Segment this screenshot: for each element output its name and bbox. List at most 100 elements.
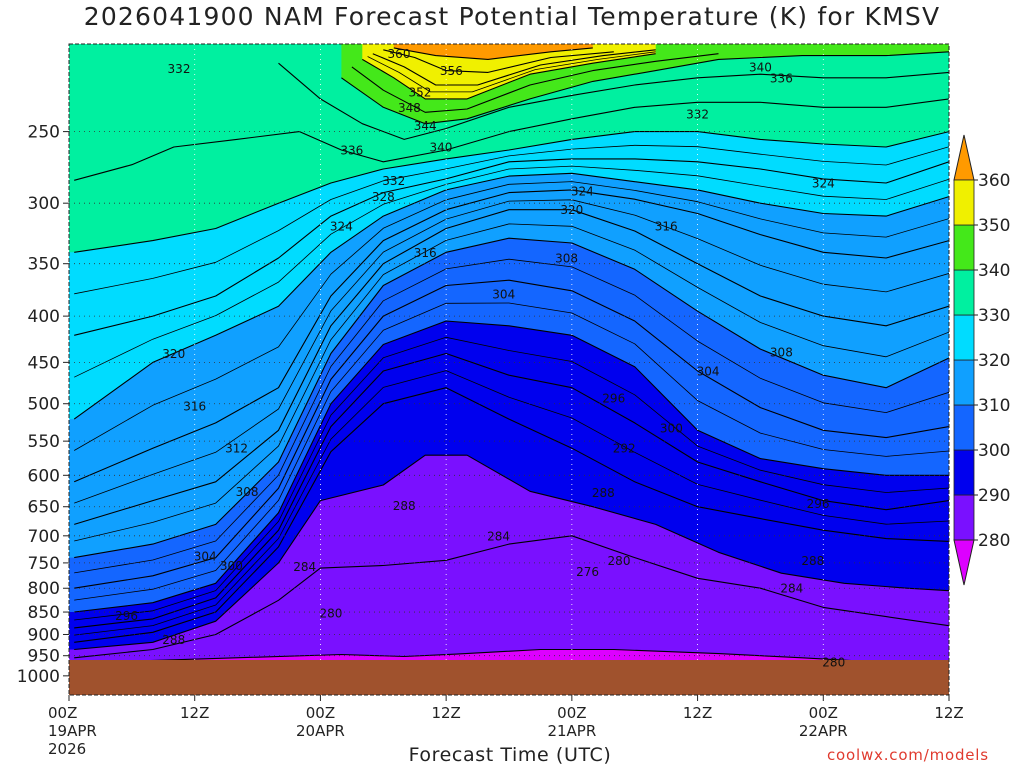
contour-label-308: 308 [770,345,793,359]
x-tick-label-0: 00Z [48,704,77,722]
contour-label-308: 308 [236,485,259,499]
y-tick-label-800: 800 [28,579,60,599]
colorbar-bin-310 [953,359,975,406]
isentrope-294 [74,370,949,636]
contour-label-320: 320 [162,347,185,361]
contour-label-336: 336 [770,71,793,85]
isentrope-316 [73,189,949,483]
contour-label-324: 324 [571,185,594,199]
contour-label-304: 304 [492,287,515,301]
colorbar-label-340: 340 [978,261,1010,281]
contour-label-328: 328 [372,190,395,204]
isentrope-302 [74,302,949,601]
contour-label-316: 316 [414,246,437,260]
contour-label-348: 348 [398,101,421,115]
y-tick-label-250: 250 [28,123,60,143]
contour-label-352: 352 [408,85,431,99]
y-tick-label-550: 550 [28,432,60,452]
colorbar-label-330: 330 [978,306,1010,326]
y-tick-label-350: 350 [28,255,60,275]
isentrope-310 [74,223,949,542]
colorbar: 280 290 300 310 320 330 340 350 360 [953,134,1010,586]
colorbar-label-300: 300 [978,441,1010,461]
x-tick-label-60: 12Z [683,704,712,722]
contour-label-292: 292 [613,442,636,456]
contour-label-288: 288 [592,486,615,500]
isentrope-344 [351,53,719,113]
contour-label-344: 344 [414,119,437,133]
x-tick-date-48: 21APR [547,722,596,740]
isentrope-312 [74,209,949,525]
isentrope-314 [74,199,949,504]
isentrope-328 [74,131,949,253]
y-tick-label-500: 500 [28,395,60,415]
contour-label-316: 316 [183,400,206,414]
y-tick-label-900: 900 [28,625,60,645]
x-tick-label-84: 12Z [934,704,963,722]
contour-label-332: 332 [686,107,709,121]
isentrope-324 [74,158,949,336]
isentrope-320 [73,172,949,420]
contour-label-280: 280 [319,606,342,620]
credit-link[interactable]: coolwx.com/models [827,746,989,764]
isentrope-292 [74,387,949,643]
y-tick-label-750: 750 [28,554,60,574]
contour-label-280: 280 [608,554,631,568]
contour-label-288: 288 [393,499,416,513]
colorbar-bottom-arrow [953,539,975,586]
contour-label-280: 280 [822,655,845,669]
colorbar-label-280: 280 [978,531,1010,551]
contour-label-336: 336 [340,144,363,158]
contour-label-296: 296 [602,392,625,406]
isentrope-280 [74,648,949,671]
x-axis-title: Forecast Time (UTC) [408,744,612,766]
colorbar-bin-300 [953,404,975,451]
colorbar-bin-320 [953,314,975,361]
colorbar-label-360: 360 [978,171,1010,191]
isentrope-350 [367,51,656,93]
contour-label-332: 332 [168,62,191,76]
x-tick-date-0: 19APR [48,722,97,740]
plot-frame [68,43,950,696]
contour-label-312: 312 [225,442,248,456]
x-tick-label-48: 00Z [557,704,586,722]
colorbar-bin-290 [953,449,975,496]
contour-label-284: 284 [780,582,803,596]
isentrope-352 [372,49,656,86]
contour-label-284: 284 [293,560,316,574]
isentrope-296 [74,352,949,629]
isentrope-348 [362,53,656,100]
x-tick-label-72: 00Z [809,704,838,722]
colorbar-label-320: 320 [978,351,1010,371]
contour-label-276: 276 [576,565,599,579]
y-tick-label-450: 450 [28,353,60,373]
contour-label-layer: 3603563523483443403363323283323243243203… [115,47,845,669]
isentrope-284 [74,535,949,659]
contour-label-320: 320 [560,203,583,217]
x-tick-date-24: 20APR [296,722,345,740]
isentrope-336 [278,62,949,140]
isentrope-300 [74,320,949,613]
contour-label-304: 304 [697,364,720,378]
isentrope-322 [74,165,949,378]
x-tick-date-72: 22APR [799,722,848,740]
colorbar-top-arrow [953,134,975,181]
contour-label-300: 300 [660,422,683,436]
contour-label-332: 332 [382,174,405,188]
contour-label-356: 356 [440,64,463,78]
contour-label-304: 304 [194,550,217,564]
contour-label-316: 316 [655,220,678,234]
isentrope-layer [73,47,949,671]
isentrope-326 [74,144,949,295]
isentrope-356 [383,49,614,73]
contour-label-324: 324 [812,177,835,191]
isentrope-288 [74,454,949,651]
page-title: 2026041900 NAM Forecast Potential Temper… [83,2,941,31]
y-tick-label-1000: 1000 [17,667,60,687]
colorbar-bin-280 [953,494,975,541]
contour-label-284: 284 [487,529,510,543]
contour-label-288: 288 [801,554,824,568]
x-tick-label-12: 12Z [180,704,209,722]
